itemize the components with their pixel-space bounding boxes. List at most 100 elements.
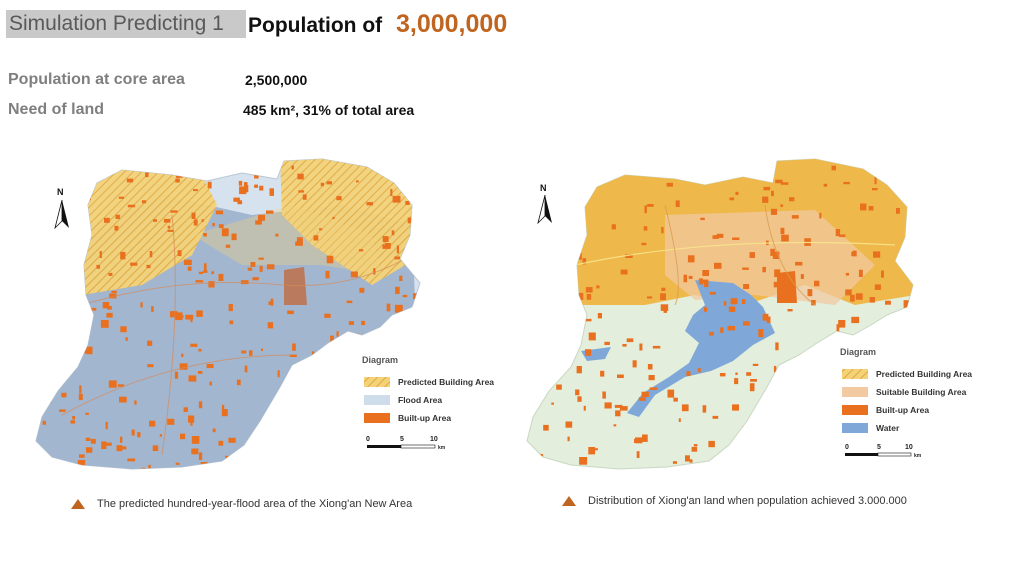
built-up-patch: [105, 421, 108, 430]
scale-5: 5: [877, 444, 881, 451]
built-up-patch: [57, 279, 63, 285]
built-up-patch: [358, 249, 364, 252]
built-up-patch: [687, 255, 695, 263]
built-up-patch: [586, 294, 592, 300]
built-up-patch: [700, 279, 708, 283]
built-up-patch: [729, 174, 733, 180]
built-up-patch: [198, 371, 203, 374]
built-up-patch: [238, 180, 243, 186]
built-up-patch: [188, 375, 197, 382]
built-up-patch: [358, 474, 364, 480]
built-up-patch: [839, 234, 846, 238]
legend-label-water: Water: [876, 423, 900, 433]
built-up-patch: [212, 428, 216, 433]
built-up-patch: [874, 284, 881, 290]
built-up-patch: [175, 312, 183, 321]
built-up-patch: [85, 236, 88, 239]
built-up-patch: [254, 170, 259, 179]
built-up-patch: [541, 475, 545, 479]
built-up-patch: [683, 274, 688, 283]
stat-value-population: 2,500,000: [245, 72, 308, 88]
built-up-patch: [851, 316, 860, 324]
built-up-patch: [41, 385, 49, 388]
built-up-patch: [241, 350, 247, 354]
built-up-patch: [391, 230, 395, 236]
built-up-patch: [613, 424, 617, 427]
built-up-patch: [873, 251, 881, 258]
built-up-patch: [328, 375, 335, 379]
built-up-patch: [334, 376, 338, 381]
scale-10: 10: [905, 444, 913, 451]
built-up-patch: [118, 196, 124, 199]
built-up-patch: [326, 181, 332, 185]
built-up-patch: [742, 426, 748, 434]
built-up-patch: [78, 471, 81, 478]
built-up-patch: [688, 275, 693, 279]
built-up-patch: [211, 271, 214, 275]
built-up-patch: [102, 302, 110, 309]
legend-swatch-water: [842, 423, 868, 433]
built-up-patch: [775, 179, 783, 184]
north-label: N: [57, 187, 64, 197]
built-up-patch: [183, 259, 192, 265]
built-up-patch: [527, 210, 534, 215]
built-up-patch: [198, 401, 203, 409]
scale-5: 5: [400, 436, 404, 443]
built-up-patch: [763, 396, 769, 400]
built-up-patch: [392, 195, 401, 203]
built-up-patch: [727, 325, 736, 331]
built-up-patch: [683, 473, 689, 480]
built-up-patch: [528, 349, 533, 354]
built-up-patch: [642, 434, 648, 442]
built-up-patch: [298, 190, 305, 193]
built-up-patch: [61, 392, 67, 398]
built-up-patch: [393, 453, 396, 460]
built-up-patch: [758, 329, 764, 338]
built-up-patch: [763, 186, 771, 191]
built-up-patch: [868, 206, 874, 211]
built-up-patch: [228, 466, 235, 469]
built-up-patch: [119, 396, 127, 403]
built-up-patch: [394, 344, 401, 348]
built-up-patch: [319, 228, 323, 231]
built-up-patch: [703, 307, 708, 312]
built-up-patch: [389, 394, 396, 397]
map-right-region: [526, 158, 914, 480]
built-up-patch: [174, 371, 179, 379]
built-up-patch: [187, 266, 192, 271]
built-up-patch: [58, 199, 61, 203]
built-up-patch: [700, 217, 705, 221]
built-up-patch: [311, 351, 315, 355]
built-up-patch: [414, 210, 420, 213]
built-up-patch: [195, 280, 204, 283]
legend-swatch-flood: [364, 395, 390, 405]
built-up-patch: [391, 165, 395, 169]
built-up-patch: [874, 176, 877, 185]
built-up-patch: [585, 349, 592, 356]
built-up-patch: [254, 184, 258, 188]
built-up-patch: [574, 305, 583, 311]
built-up-patch: [170, 210, 178, 213]
built-up-patch: [330, 335, 334, 344]
built-up-patch: [795, 261, 803, 266]
built-up-patch: [96, 264, 100, 269]
built-up-patch: [244, 184, 249, 193]
built-up-patch: [59, 409, 66, 412]
built-up-patch: [108, 380, 117, 388]
legend-swatch-suitable: [842, 387, 868, 397]
built-up-patch: [811, 300, 816, 306]
built-up-patch: [66, 191, 72, 198]
built-up-patch: [73, 330, 76, 335]
built-up-patch: [229, 320, 234, 325]
built-up-patch: [270, 417, 276, 424]
built-up-patch: [824, 423, 832, 431]
built-up-patch: [582, 258, 587, 265]
built-up-patch: [45, 396, 52, 404]
stat-value-land: 485 km², 31% of total area: [243, 102, 415, 118]
built-up-patch: [596, 159, 601, 160]
built-up-patch: [141, 467, 146, 469]
built-up-patch: [649, 387, 658, 390]
built-up-patch: [880, 343, 885, 346]
built-up-patch: [617, 374, 624, 378]
built-up-patch: [59, 281, 67, 289]
